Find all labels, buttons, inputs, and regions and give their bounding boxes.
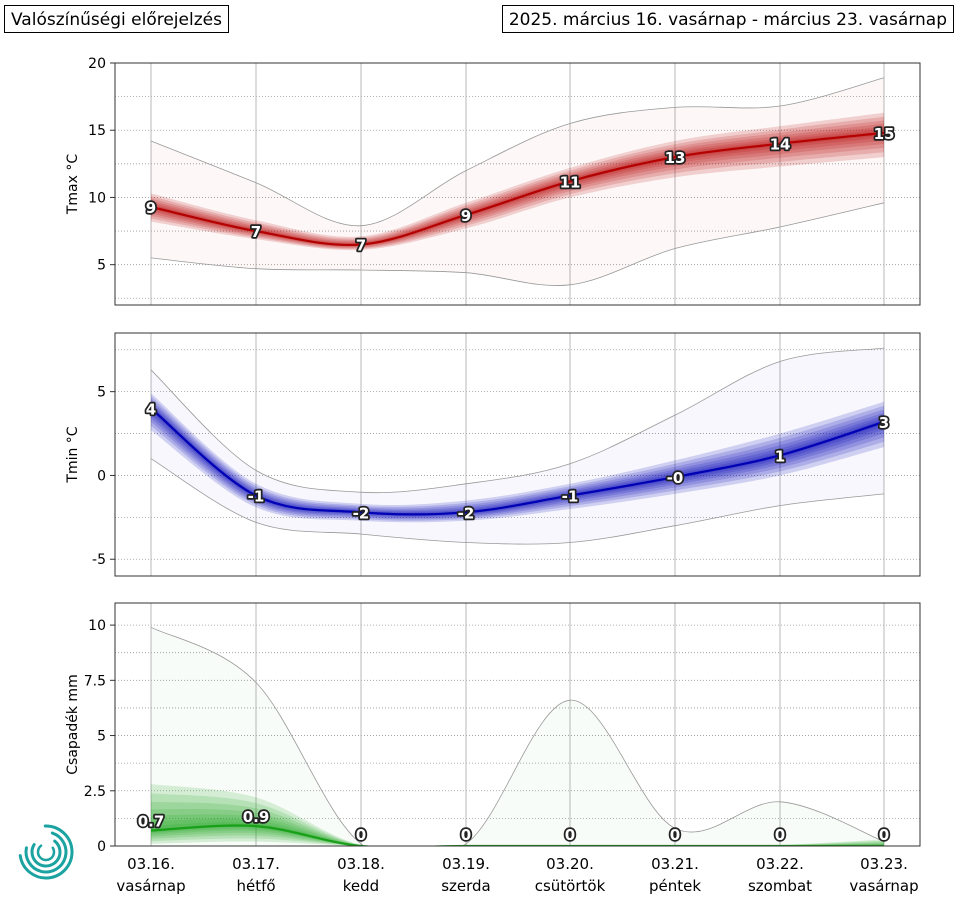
precip-max-line	[150, 626, 885, 846]
tmin-frame	[114, 332, 921, 577]
tmax-ytick-label: 10	[88, 190, 106, 206]
x-date-label: 03.16.	[127, 855, 175, 873]
precip-value-label: 0	[356, 826, 366, 844]
tmax-value-label: 7	[356, 237, 366, 255]
tmax-value-label: 9	[461, 207, 471, 225]
tmin-value-label: -1	[562, 488, 579, 506]
x-day-label: péntek	[649, 877, 701, 895]
precip-panel: 0 2.5 5 7.5 10 Csapadék mm 0.7 0.9 0 0 0 0 0 0	[65, 602, 921, 855]
x-date-label: 03.23.	[860, 855, 908, 873]
x-date-label: 03.22.	[756, 855, 804, 873]
tmax-value-label: 15	[874, 125, 895, 143]
precip-frame	[114, 602, 921, 847]
tmin-percentile-band	[151, 403, 884, 517]
precip-percentile-band	[151, 784, 884, 846]
tmin-percentile-band	[151, 393, 884, 523]
x-date-label: 03.17.	[232, 855, 280, 873]
precip-percentile-band	[151, 793, 884, 846]
tmin-ytick-label: 5	[97, 385, 106, 401]
tmax-frame	[114, 62, 921, 306]
x-date-label: 03.21.	[651, 855, 699, 873]
x-day-label: csütörtök	[535, 877, 606, 895]
precip-value-label: 0	[670, 826, 680, 844]
tmin-value-label: -0	[667, 469, 684, 487]
x-date-label: 03.19.	[442, 855, 490, 873]
tmin-median-line	[150, 407, 885, 516]
tmax-value-label: 7	[251, 223, 261, 241]
tmax-ytick-label: 15	[88, 123, 106, 139]
precip-value-label: 0.7	[138, 813, 165, 831]
precip-axis-label: Csapadék mm	[65, 674, 81, 774]
precip-value-label: 0	[879, 826, 889, 844]
x-day-label: szerda	[441, 877, 491, 895]
tmax-median-line	[150, 131, 885, 247]
tmin-ytick-label: 0	[97, 468, 106, 484]
precip-ytick-label: 7.5	[84, 673, 106, 689]
precip-percentile-band	[151, 814, 884, 846]
tmax-value-label: 13	[665, 149, 686, 167]
tmax-value-label: 11	[560, 173, 581, 191]
tmax-percentile-band	[151, 123, 884, 248]
x-day-label: vasárnap	[116, 877, 185, 895]
precip-ytick-label: 10	[88, 618, 106, 634]
x-day-label: kedd	[343, 877, 379, 895]
precip-ytick-label: 0	[97, 839, 106, 855]
precip-ytick-label: 2.5	[84, 784, 106, 800]
tmax-max-line	[150, 77, 885, 227]
tmax-axis-label: Tmax °C	[65, 154, 81, 216]
x-date-label: 03.18.	[337, 855, 385, 873]
tmin-value-label: 3	[879, 414, 889, 432]
forecast-type-title: Valószínűségi előrejelzés	[4, 5, 229, 33]
tmin-percentile-band	[151, 396, 884, 521]
tmin-value-label: -2	[458, 504, 475, 522]
precip-median-line	[150, 824, 884, 846]
date-range-title: 2025. március 16. vasárnap - március 23.…	[501, 5, 954, 33]
tmax-ytick-label: 20	[88, 56, 106, 72]
tmin-panel: -5 0 5 Tmin °C 4 -1 -2 -2 -1 -0 1 3	[65, 332, 921, 577]
weather-service-logo-icon	[18, 824, 74, 880]
precip-value-label: 0	[565, 826, 575, 844]
tmin-value-label: -2	[353, 504, 370, 522]
tmin-percentile-band	[151, 401, 884, 519]
tmax-percentile-band	[151, 112, 884, 251]
tmin-value-label: 4	[146, 400, 156, 418]
precip-ytick-label: 5	[97, 729, 106, 745]
precip-percentile-band	[151, 809, 884, 846]
tmin-value-label: 1	[775, 447, 785, 465]
tmin-axis-label: Tmin °C	[65, 426, 81, 483]
tmax-panel: 5 10 15 20 Tmax °C 9 7 7 9 11 13 14 15	[65, 56, 921, 306]
tmax-percentile-band	[151, 130, 884, 246]
tmin-ytick-label: -5	[92, 552, 106, 568]
precip-value-label: 0	[461, 826, 471, 844]
tmin-value-label: -1	[248, 488, 265, 506]
x-day-label: hétfő	[236, 877, 275, 895]
tmax-value-label: 14	[770, 136, 791, 154]
tmax-percentile-band	[151, 126, 884, 247]
x-day-label: szombat	[748, 877, 812, 895]
precip-value-label: 0	[775, 826, 785, 844]
tmax-range-band	[151, 78, 884, 286]
tmax-value-label: 9	[146, 199, 156, 217]
tmax-min-line	[150, 202, 885, 286]
x-day-label: vasárnap	[849, 877, 918, 895]
tmin-percentile-band	[151, 399, 884, 520]
tmin-min-line	[150, 458, 885, 545]
tmin-max-line	[150, 347, 885, 494]
precip-value-label: 0.9	[243, 808, 270, 826]
tmax-ytick-label: 5	[97, 258, 106, 274]
tmax-percentile-band	[151, 116, 884, 250]
precip-percentile-band	[151, 801, 884, 846]
x-date-label: 03.20.	[546, 855, 594, 873]
